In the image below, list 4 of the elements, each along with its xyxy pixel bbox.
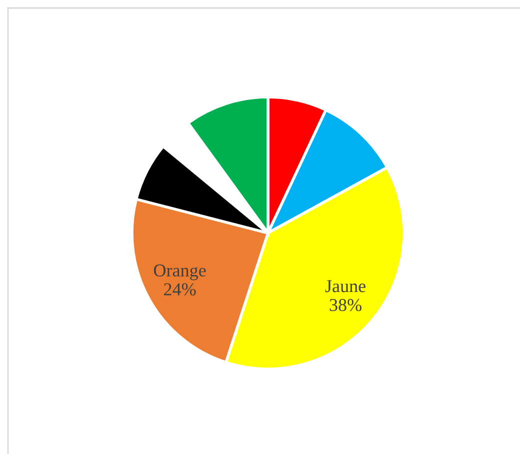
data-label: 38% [330,298,362,312]
slice-label: Orange [154,264,206,280]
data-label: 24% [164,283,196,296]
slice-label: Jaune [325,280,366,292]
